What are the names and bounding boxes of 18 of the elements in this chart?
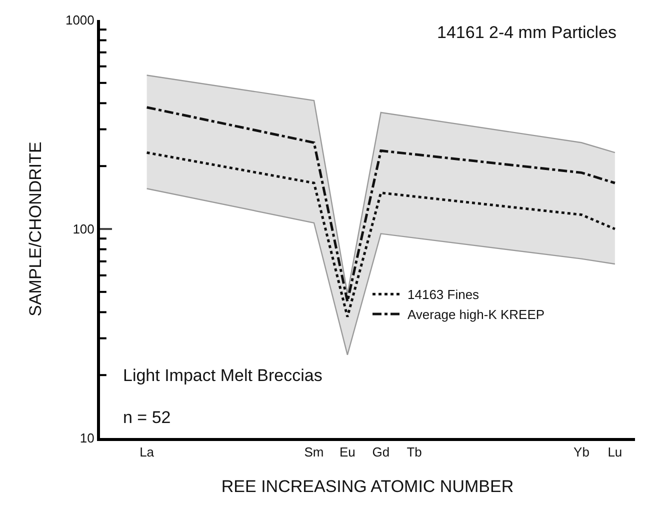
x-tick-label: Eu [339, 444, 356, 460]
x-tick-label: Gd [372, 444, 390, 460]
annotation: Light Impact Melt Breccias [123, 366, 322, 385]
y-tick-label: 1000 [65, 12, 94, 28]
y-axis-title: SAMPLE/CHONDRITE [26, 142, 46, 316]
line-series [146, 188, 616, 356]
y-tick-label: 10 [80, 430, 94, 446]
x-tick-label: La [140, 444, 155, 460]
annotation: 14161 2-4 mm Particles [437, 23, 617, 42]
annotation: n = 52 [123, 408, 171, 427]
x-tick-label: Tb [406, 444, 422, 460]
x-tick-label: Lu [608, 444, 622, 460]
x-tick-label: Yb [574, 444, 590, 460]
legend-label: 14163 Fines [408, 287, 480, 302]
y-tick-label: 100 [72, 222, 94, 237]
x-tick-label: Sm [304, 444, 324, 460]
legend-label: Average high-K KREEP [408, 307, 545, 322]
x-axis-title: REE INCREASING ATOMIC NUMBER [221, 477, 514, 496]
